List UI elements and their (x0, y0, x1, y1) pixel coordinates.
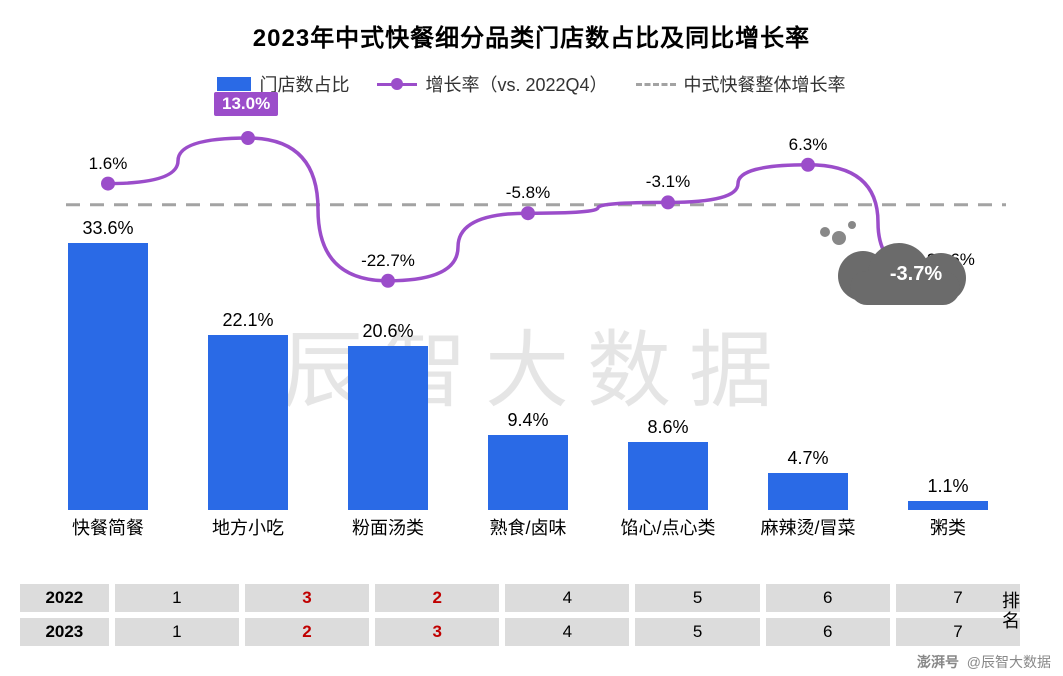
legend-dash: 中式快餐整体增长率 (636, 71, 846, 97)
growth-label-highlight: 13.0% (214, 92, 278, 116)
rank-cell: 3 (375, 618, 499, 646)
legend-dash-label: 中式快餐整体增长率 (684, 71, 846, 97)
rank-year: 2022 (20, 584, 109, 612)
legend-bar-swatch (217, 77, 251, 91)
rank-cell: 1 (115, 584, 239, 612)
rank-cell: 1 (115, 618, 239, 646)
rank-row: 20221324567 (20, 584, 1020, 612)
rank-row: 20231234567 (20, 618, 1020, 646)
rank-cell: 4 (505, 584, 629, 612)
growth-label: 6.3% (758, 135, 858, 155)
rank-year: 2023 (20, 618, 109, 646)
growth-marker (241, 131, 255, 145)
growth-marker (381, 274, 395, 288)
growth-marker (801, 158, 815, 172)
growth-marker (521, 206, 535, 220)
growth-marker (661, 195, 675, 209)
rank-cell: 2 (245, 618, 369, 646)
rank-cell: 5 (635, 584, 759, 612)
rank-cell: 2 (375, 584, 499, 612)
growth-marker (101, 177, 115, 191)
rank-cell: 4 (505, 618, 629, 646)
legend-dash-swatch (636, 83, 676, 86)
chart-area: 辰智大数据 33.6%22.1%20.6%9.4%8.6%4.7%1.1% 快餐… (46, 120, 1026, 540)
growth-label: 1.6% (58, 154, 158, 174)
growth-label: -3.1% (618, 172, 718, 192)
reference-cloud: -3.7% (818, 225, 998, 315)
chart-title: 2023年中式快餐细分品类门店数占比及同比增长率 (0, 0, 1063, 53)
legend: 门店数占比 增长率（vs. 2022Q4） 中式快餐整体增长率 (0, 71, 1063, 97)
rank-cell: 5 (635, 618, 759, 646)
legend-line-label: 增长率（vs. 2022Q4） (425, 71, 607, 97)
legend-line: 增长率（vs. 2022Q4） (377, 71, 607, 97)
ranking-side-label: 排名 (1002, 592, 1026, 632)
attribution: 澎湃号 @辰智大数据 (917, 652, 1051, 672)
ranking-table: 2022132456720231234567 排名 (20, 584, 1020, 652)
reference-value: -3.7% (818, 225, 998, 315)
rank-cell: 3 (245, 584, 369, 612)
growth-label: -22.7% (338, 251, 438, 271)
rank-cell: 6 (766, 618, 890, 646)
growth-label: -5.8% (478, 183, 578, 203)
rank-cell: 6 (766, 584, 890, 612)
